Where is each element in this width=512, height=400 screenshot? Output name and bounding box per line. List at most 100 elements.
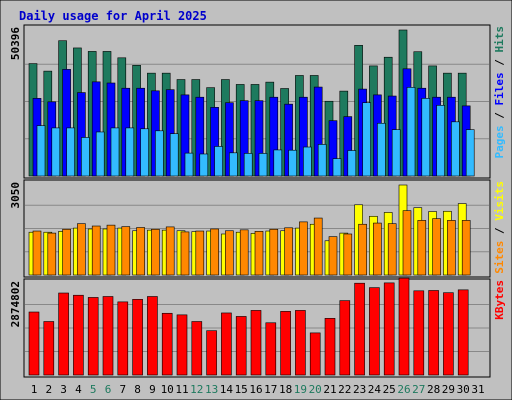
series-label-part: Visits: [493, 181, 506, 221]
bar-pages-day-27: [421, 98, 431, 177]
series-label-part: Pages: [493, 125, 506, 158]
series-label-traffic: Pages / Files / Hits: [493, 26, 506, 159]
bar-sites-day-22: [343, 233, 353, 276]
x-tick-day-8: 8: [134, 383, 141, 396]
bar-sites-day-9: [151, 228, 160, 276]
bar-kbytes-day-6: [102, 296, 114, 376]
bar-pages-day-24: [377, 122, 386, 177]
bar-sites-day-13: [210, 228, 219, 276]
y-max-label-traffic: 50396: [9, 27, 22, 60]
bar-sites-day-8: [136, 227, 145, 276]
bar-pages-day-14: [229, 152, 238, 177]
bar-kbytes-day-25: [383, 282, 395, 376]
series-label-part: Sites: [493, 241, 506, 274]
x-tick-day-12: 12: [190, 383, 203, 396]
bar-kbytes-day-5: [87, 297, 99, 376]
bar-pages-day-8: [140, 128, 149, 177]
bar-sites-day-29: [447, 220, 456, 276]
x-tick-day-21: 21: [323, 383, 336, 396]
bar-pages-day-17: [273, 149, 283, 177]
bar-sites-day-26: [402, 210, 412, 276]
bar-kbytes-day-11: [176, 314, 188, 376]
series-label-part: /: [493, 53, 506, 73]
bar-pages-day-16: [258, 153, 268, 177]
bar-kbytes-day-12: [191, 321, 203, 376]
x-tick-day-13: 13: [205, 383, 218, 396]
x-tick-day-7: 7: [119, 383, 126, 396]
x-tick-day-28: 28: [427, 383, 440, 396]
x-tick-day-14: 14: [220, 383, 234, 396]
series-label-visitors: Sites / Visits: [493, 181, 506, 274]
bar-pages-day-19: [303, 146, 312, 177]
bar-kbytes-day-20: [309, 332, 321, 376]
bar-pages-day-20: [317, 144, 327, 177]
bar-pages-day-30: [465, 129, 475, 177]
bar-sites-day-28: [432, 218, 441, 276]
bar-kbytes-day-9: [147, 296, 158, 376]
bar-kbytes-day-26: [398, 277, 410, 376]
panel-visitors: 3050 Sites / Visits: [9, 179, 506, 278]
x-tick-day-3: 3: [60, 383, 67, 396]
bar-pages-day-4: [81, 137, 90, 177]
x-tick-day-18: 18: [279, 383, 292, 396]
bar-sites-day-5: [91, 225, 101, 276]
bar-kbytes-day-10: [161, 312, 173, 376]
x-tick-day-29: 29: [442, 383, 455, 396]
bar-pages-day-12: [199, 153, 209, 177]
bar-sites-day-10: [165, 226, 175, 276]
bar-kbytes-day-15: [235, 316, 247, 376]
chart-panels: 50396 Pages / Files / Hits 3050 Sites / Vis…: [9, 24, 506, 378]
bar-sites-day-18: [284, 227, 293, 276]
bar-kbytes-day-14: [221, 312, 232, 376]
bar-pages-day-21: [332, 158, 342, 177]
bar-sites-day-24: [373, 222, 382, 276]
bar-kbytes-day-8: [132, 299, 143, 376]
x-tick-day-2: 2: [45, 383, 52, 396]
chart-title: Daily usage for April 2025: [19, 9, 207, 23]
series-label-part: /: [493, 106, 506, 126]
bar-kbytes-day-17: [265, 322, 277, 376]
bar-sites-day-12: [195, 230, 205, 276]
bar-pages-day-28: [436, 105, 445, 177]
bar-kbytes-day-28: [428, 290, 439, 376]
bar-sites-day-19: [299, 221, 308, 276]
bar-pages-day-18: [288, 149, 297, 177]
bar-sites-day-21: [328, 236, 338, 276]
x-tick-day-30: 30: [457, 383, 470, 396]
bar-kbytes-day-30: [457, 289, 469, 376]
bar-kbytes-day-7: [117, 301, 129, 376]
bar-sites-day-2: [47, 232, 57, 276]
bar-sites-day-7: [121, 226, 131, 276]
x-tick-day-9: 9: [149, 383, 156, 396]
bar-sites-day-30: [461, 220, 471, 276]
bar-sites-day-16: [254, 231, 264, 276]
bar-sites-day-27: [417, 220, 427, 276]
bar-sites-day-1: [32, 230, 42, 276]
x-tick-day-25: 25: [383, 383, 396, 396]
x-tick-day-22: 22: [338, 383, 351, 396]
bar-kbytes-day-22: [339, 300, 351, 376]
y-max-label-volume: 2874802: [9, 281, 22, 327]
bar-pages-day-1: [36, 125, 46, 177]
bar-pages-day-15: [243, 153, 253, 177]
bar-kbytes-day-21: [324, 318, 336, 376]
x-tick-day-10: 10: [161, 383, 174, 396]
bar-kbytes-day-27: [413, 290, 425, 376]
bar-sites-day-17: [269, 228, 279, 276]
bar-sites-day-15: [239, 229, 249, 276]
series-label-part: Files: [493, 72, 506, 105]
bar-kbytes-day-23: [354, 282, 365, 376]
bar-sites-day-23: [358, 223, 367, 276]
x-tick-day-19: 19: [294, 383, 307, 396]
series-label-part: KBytes: [493, 280, 506, 320]
bar-pages-day-7: [125, 127, 135, 177]
bar-kbytes-day-2: [43, 321, 55, 376]
bar-pages-day-13: [214, 146, 223, 177]
bar-kbytes-day-1: [28, 311, 40, 376]
x-tick-day-24: 24: [368, 383, 382, 396]
x-tick-day-17: 17: [264, 383, 277, 396]
panel-volume: 2874802 KBytes: [9, 277, 506, 378]
bar-kbytes-day-4: [73, 294, 84, 376]
bar-pages-day-3: [66, 127, 75, 177]
